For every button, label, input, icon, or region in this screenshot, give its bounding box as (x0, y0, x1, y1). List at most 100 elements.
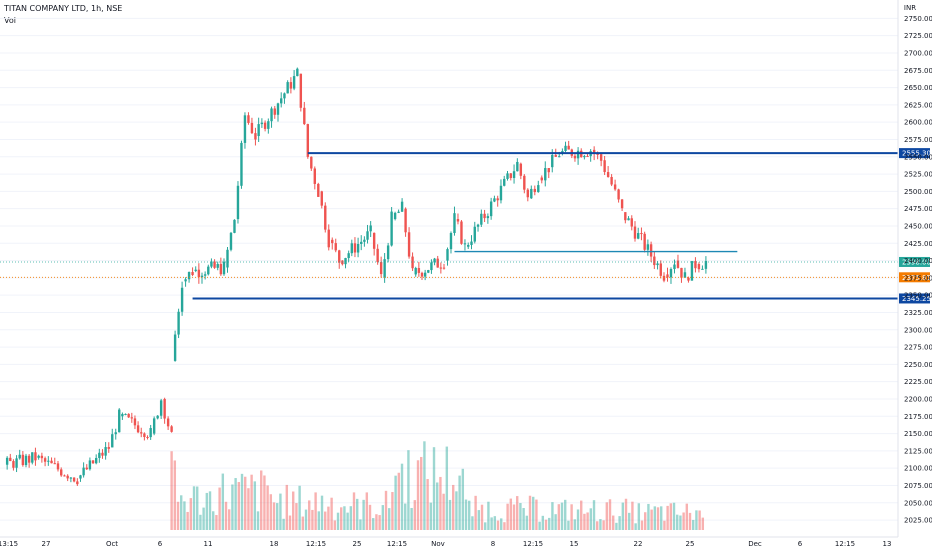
volume-bar (208, 491, 212, 530)
candle-body (516, 161, 519, 172)
y-tick-label: 2025.00 (904, 517, 932, 525)
y-tick-label: 2300.00 (904, 326, 932, 334)
candle-body (627, 218, 630, 221)
candle-body (222, 261, 226, 275)
candle-body (187, 272, 191, 280)
candle-body (453, 213, 456, 234)
volume-bar (672, 502, 676, 530)
candle-body (356, 243, 360, 253)
volume-bar (439, 476, 442, 530)
volume-bar (234, 478, 237, 530)
candle-body (687, 277, 690, 281)
volume-bar (269, 494, 273, 530)
candle-body (60, 469, 63, 476)
candle-body (350, 243, 354, 254)
volume-bar (336, 512, 340, 530)
candle-body (558, 156, 561, 158)
volume-bar (340, 507, 343, 530)
candle-body (82, 467, 85, 476)
y-tick-label: 2325.00 (904, 309, 932, 317)
candle-body (47, 460, 50, 462)
y-tick-label: 2650.00 (904, 84, 932, 92)
volume-bar (695, 510, 698, 530)
levels: 2555.30 2345.25 2398.00 2375.85 (0, 148, 931, 304)
price-axis: 2750.00 2725.00 2700.00 2675.00 2650.00 2625.… (0, 0, 932, 538)
volume-bar (436, 482, 439, 530)
candle-body (107, 447, 110, 449)
candle-body (353, 243, 357, 253)
candle-body (50, 460, 53, 464)
volume-bar (541, 515, 545, 530)
candle-body (483, 213, 486, 219)
x-tick-label: Dec (748, 540, 762, 548)
candle-body (446, 249, 449, 261)
volume-bar (631, 501, 634, 530)
volume-bar (196, 486, 199, 530)
x-tick-label: 12:15 (306, 540, 326, 548)
x-tick-label: 8 (491, 540, 495, 548)
candle-body (436, 258, 439, 268)
candle-body (240, 142, 243, 186)
volume-bar (624, 498, 628, 530)
volume-bar (589, 508, 593, 530)
candle-body (197, 269, 201, 278)
volume-bar (362, 499, 365, 530)
volume-bar (413, 500, 417, 530)
candle-body (397, 211, 400, 213)
prev-close-label: 2375.85 (902, 274, 931, 282)
candle-body (393, 212, 397, 220)
level-badge (899, 148, 930, 159)
candle-body (662, 275, 666, 281)
volume-bar (503, 522, 506, 530)
volume-bar (397, 472, 401, 530)
candle-body (43, 458, 47, 462)
candle-body (599, 154, 603, 161)
volume-bar (381, 505, 385, 530)
volume-bar (461, 468, 465, 530)
y-tick-label: 2625.00 (904, 101, 932, 109)
volume-bar (224, 501, 228, 530)
volume-bar (493, 516, 497, 530)
volume-bar (205, 492, 209, 530)
candle-body (573, 155, 577, 159)
candle-body (303, 107, 306, 125)
volume-bar (356, 498, 359, 530)
volume-bar (608, 499, 612, 530)
level-badge-label: 2345.25 (902, 295, 931, 303)
volume-bar (544, 519, 548, 530)
candle-body (118, 409, 121, 433)
candle-body (273, 108, 276, 115)
volume-bar (580, 500, 583, 530)
volume-bar (285, 484, 289, 530)
y-tick-label: 2400.00 (904, 257, 932, 265)
candle-body (114, 432, 117, 435)
volume-bar (228, 509, 231, 530)
candle-body (180, 287, 184, 312)
candle-body (620, 199, 624, 209)
y-tick-label: 2175.00 (904, 413, 932, 421)
y-tick-label: 2375.00 (904, 274, 932, 282)
volume-bar (612, 515, 615, 530)
volume-bar (688, 512, 692, 530)
candle-body (163, 398, 166, 419)
volume-bar (260, 470, 263, 530)
volume-bar (272, 502, 276, 530)
candle-body (420, 272, 424, 277)
candle-body (37, 455, 40, 458)
candle-body (40, 455, 44, 459)
volume-bar (231, 484, 234, 530)
candle-body (56, 463, 60, 470)
candle-body (499, 185, 503, 201)
candle-body (489, 201, 493, 217)
candle-body (423, 272, 427, 277)
volume-bar (292, 491, 295, 530)
candle-body (184, 279, 187, 282)
x-tick-label: 6 (798, 540, 803, 548)
candle-body (554, 155, 557, 157)
volume-bar (394, 475, 397, 530)
level-badge-label: 2555.30 (902, 150, 931, 158)
x-tick-label: Oct (106, 540, 118, 548)
volume-bar (375, 514, 378, 530)
volume-bar (416, 460, 420, 530)
